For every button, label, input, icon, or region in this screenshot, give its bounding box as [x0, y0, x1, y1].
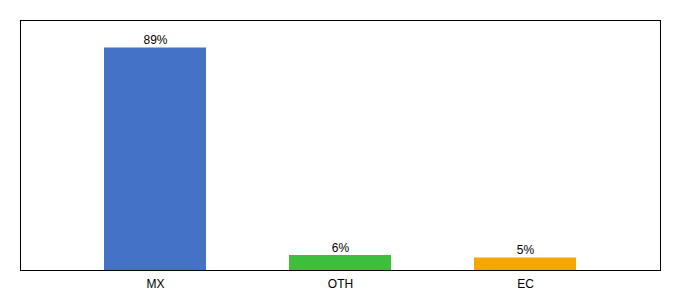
svg-text:6%: 6%: [332, 241, 350, 255]
svg-text:MX: MX: [147, 277, 165, 291]
svg-text:EC: EC: [517, 277, 534, 291]
svg-text:89%: 89%: [143, 33, 167, 47]
svg-text:OTH: OTH: [328, 277, 353, 291]
svg-text:5%: 5%: [517, 243, 535, 257]
